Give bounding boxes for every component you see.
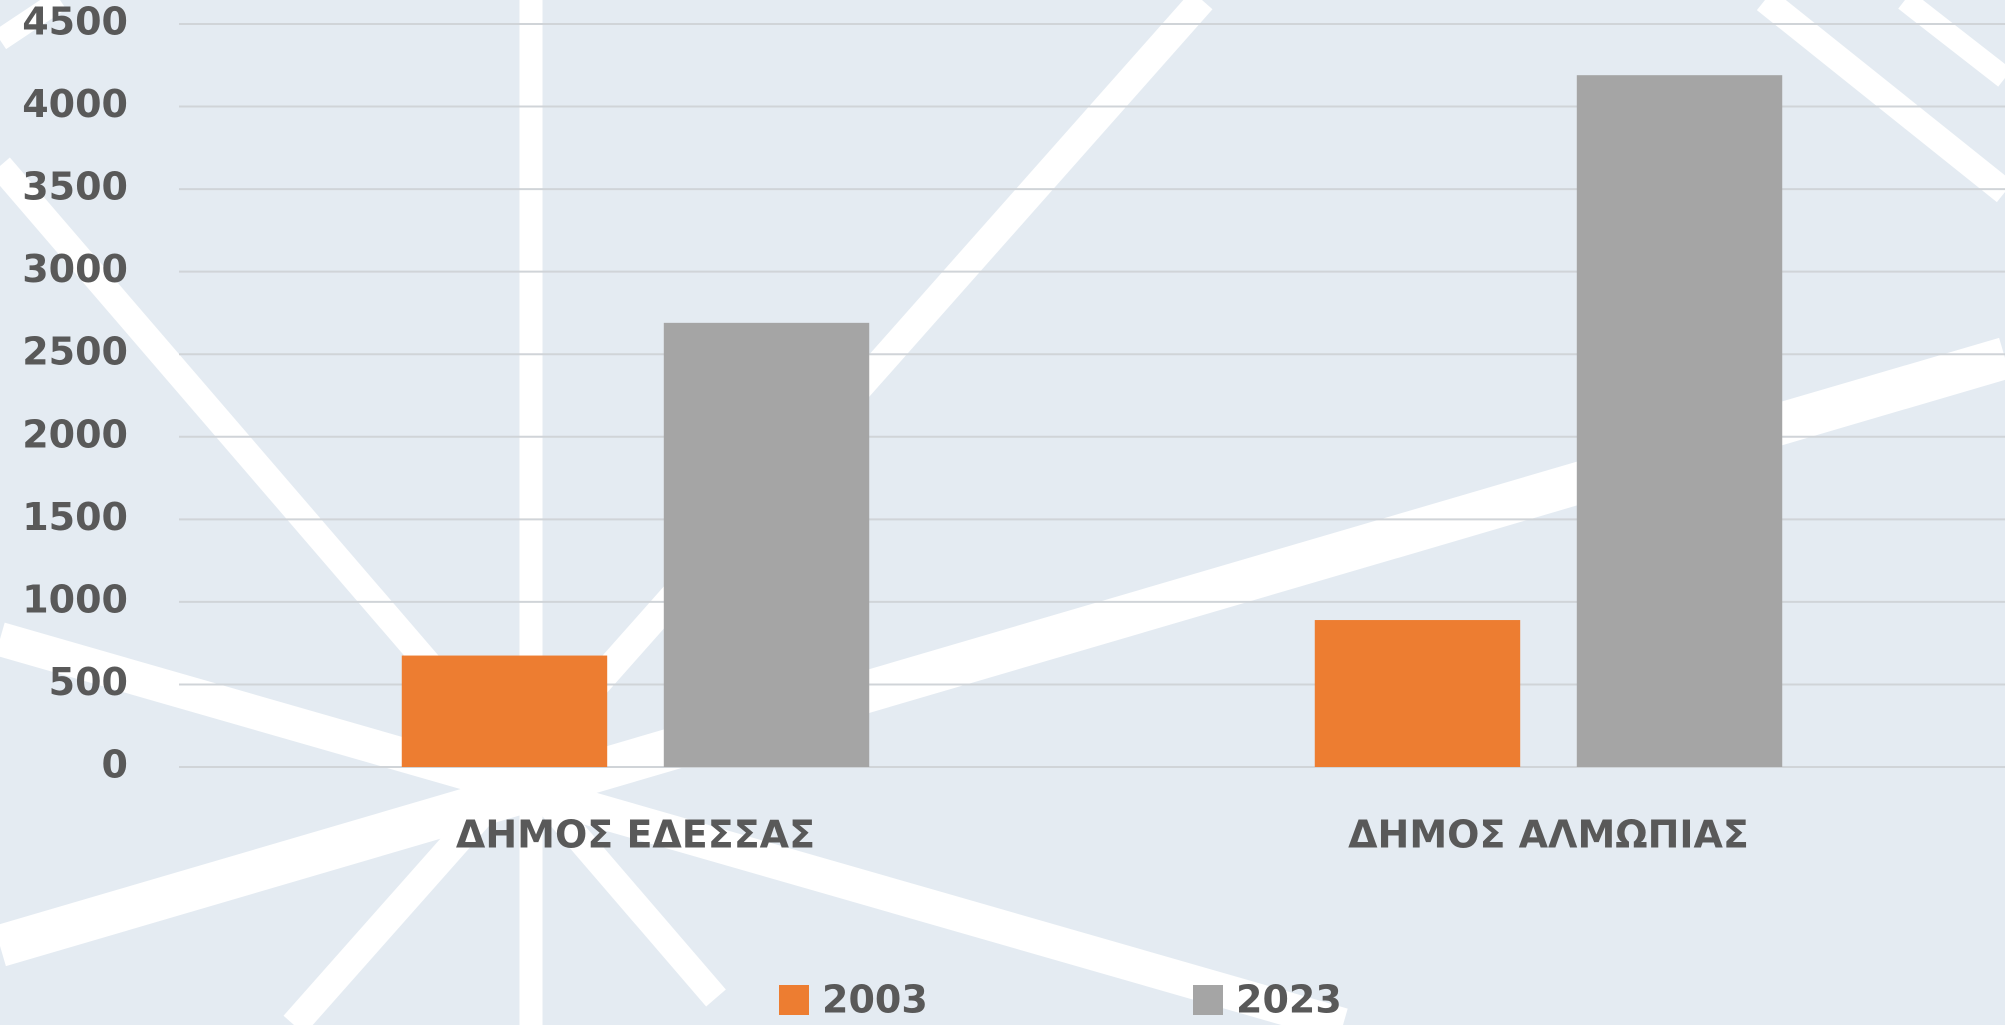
y-tick-label: 500	[49, 660, 128, 704]
y-tick-label: 1000	[22, 577, 128, 621]
y-tick-label: 3500	[22, 165, 128, 209]
y-tick-label: 4500	[22, 0, 128, 44]
bar	[1576, 75, 1783, 767]
y-tick-label: 0	[102, 743, 128, 787]
y-tick-label: 3000	[22, 247, 128, 291]
y-tick-label: 2500	[22, 330, 128, 374]
legend-swatch	[1193, 985, 1223, 1015]
x-tick-label: ΔΗΜΟΣ ΕΔΕΣΣΑΣ	[456, 813, 815, 857]
bar	[663, 322, 870, 767]
legend-swatch	[779, 985, 809, 1015]
legend-label: 2003	[822, 978, 928, 1022]
bar	[401, 655, 608, 767]
legend-label: 2023	[1236, 978, 1342, 1022]
y-tick-label: 4000	[22, 82, 128, 126]
y-tick-label: 1500	[22, 495, 128, 539]
bar	[1314, 620, 1521, 767]
y-tick-label: 2000	[22, 412, 128, 456]
x-tick-label: ΔΗΜΟΣ ΑΛΜΩΠΙΑΣ	[1348, 813, 1749, 857]
